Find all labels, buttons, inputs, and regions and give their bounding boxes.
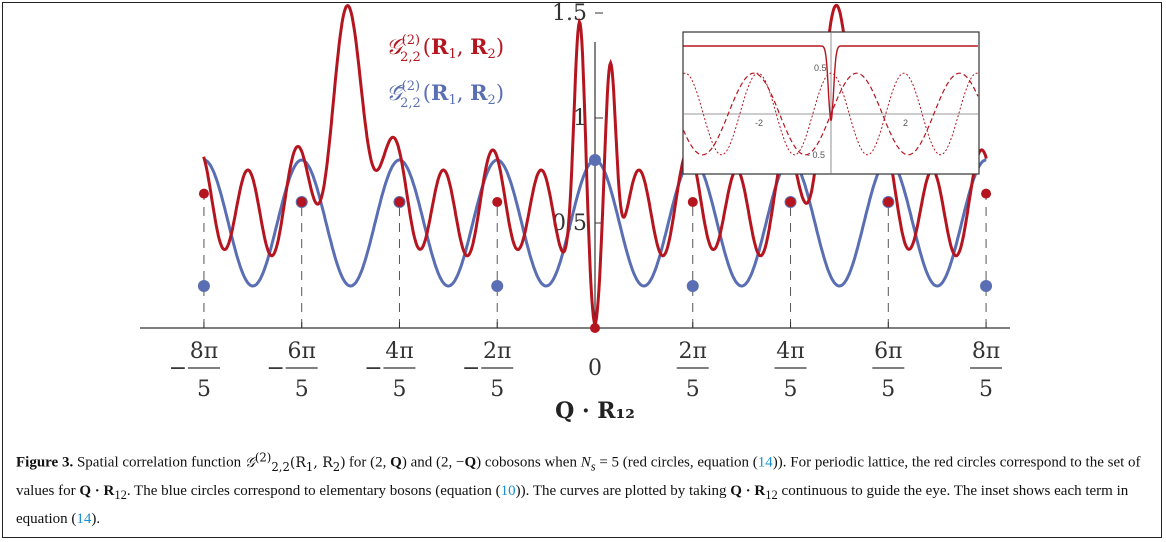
inset-curve-1 xyxy=(683,45,978,121)
eq14-link[interactable]: 14 xyxy=(757,454,773,471)
x-tick-sign: − xyxy=(364,356,382,381)
legend-blue: 𝒢̄(2) 2,2(R1, R2) xyxy=(386,79,504,111)
inset-xtick-pos: 2 xyxy=(903,118,908,128)
x-tick-numerator: 8π xyxy=(972,339,1000,364)
red-data-point xyxy=(492,197,503,207)
x-tick-denominator: 5 xyxy=(197,377,211,402)
figure-label: Figure 3. xyxy=(16,454,74,471)
x-tick-denominator: 5 xyxy=(490,377,504,402)
drop-lines xyxy=(203,197,987,328)
x-tick-sign: − xyxy=(462,356,480,381)
blue-data-point xyxy=(686,280,699,292)
x-tick-denominator: 5 xyxy=(295,377,309,402)
y-tick-label: 1.5 xyxy=(552,1,587,26)
blue-data-point xyxy=(589,154,601,166)
x-tick-numerator: 8π xyxy=(190,339,218,364)
red-data-point xyxy=(981,188,992,199)
x-tick-denominator: 5 xyxy=(979,377,993,402)
eq10-link[interactable]: 10 xyxy=(500,482,516,499)
x-tick-numerator: 6π xyxy=(874,339,902,364)
red-data-point xyxy=(687,197,698,207)
x-tick-label: 0 xyxy=(588,356,602,381)
x-tick-denominator: 5 xyxy=(784,377,798,402)
x-tick-sign: − xyxy=(266,356,284,381)
inset-ytick-neg: - 0.5 xyxy=(807,150,825,160)
inset-ytick-pos: 0.5 xyxy=(814,63,827,73)
x-tick-numerator: 2π xyxy=(483,339,511,364)
x-tick-sign: − xyxy=(169,356,187,381)
inset-xtick-neg: -2 xyxy=(755,118,763,128)
x-tick-numerator: 4π xyxy=(776,339,804,364)
red-data-point xyxy=(296,197,307,207)
red-data-point xyxy=(394,197,405,207)
eq14-link-2[interactable]: 14 xyxy=(76,510,92,527)
figure-caption: Figure 3. Spatial correlation function 𝒢… xyxy=(16,450,1141,527)
blue-data-point xyxy=(197,280,210,292)
x-tick-numerator: 4π xyxy=(385,339,413,364)
x-tick-numerator: 6π xyxy=(287,339,315,364)
blue-data-point xyxy=(980,280,993,292)
blue-data-point xyxy=(491,280,504,292)
red-data-point xyxy=(590,323,600,333)
x-tick-denominator: 5 xyxy=(392,377,406,402)
x-tick-denominator: 5 xyxy=(881,377,895,402)
legend-red: 𝒢(2) 2,2(R1, R2) xyxy=(386,33,504,65)
x-tick-denominator: 5 xyxy=(686,377,700,402)
inset-curve-2 xyxy=(682,72,979,156)
red-data-point xyxy=(883,197,894,207)
x-tick-numerator: 2π xyxy=(679,339,707,364)
red-data-point xyxy=(198,188,209,199)
inset-plot: 0.5 - 0.5 -2 2 xyxy=(682,31,980,175)
red-data-point xyxy=(785,197,796,207)
x-axis-label: Q · R₁₂ xyxy=(555,398,635,424)
inset-curve-3 xyxy=(683,72,978,156)
